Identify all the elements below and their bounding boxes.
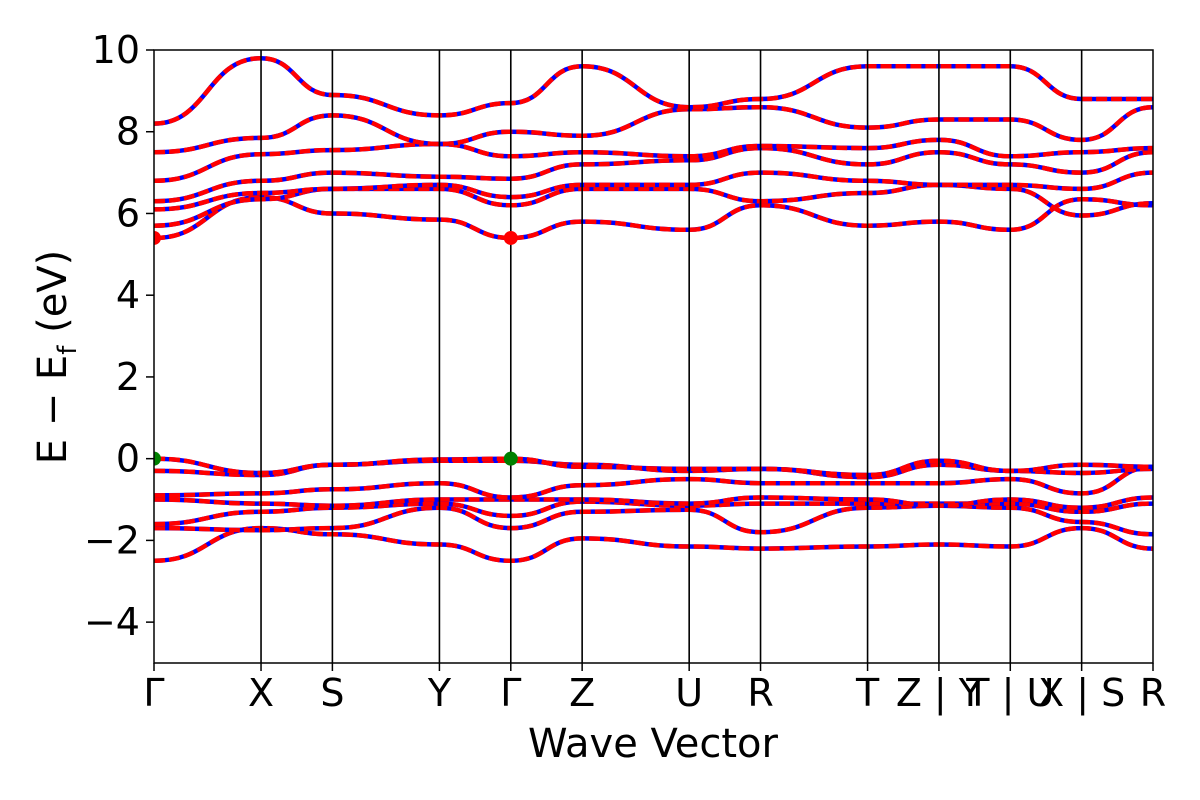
x-tick-label: Z xyxy=(569,671,595,715)
y-tick-label: 4 xyxy=(116,273,140,317)
y-tick-label: 8 xyxy=(116,110,140,154)
extremum-marker xyxy=(154,451,161,466)
y-axis-label: E − Ef (eV) xyxy=(30,250,83,465)
x-tick-label: U xyxy=(675,671,703,715)
bands-layer xyxy=(154,55,1153,564)
x-tick-label: Γ xyxy=(500,671,521,715)
y-axis-label-main: E − E xyxy=(30,355,76,465)
y-tick-label: 2 xyxy=(116,355,140,399)
x-tick-label: X xyxy=(248,671,274,715)
plot-frame xyxy=(153,49,1154,664)
band-8-overlay xyxy=(154,182,1153,228)
y-axis-ticks: −4 −2 0 2 4 6 8 10 xyxy=(84,28,154,644)
y-axis-label-sub: f xyxy=(53,345,83,355)
extremum-marker xyxy=(154,230,161,245)
extremum-marker xyxy=(503,230,518,245)
y-tick-label: −4 xyxy=(84,600,140,644)
x-axis-label: Wave Vector xyxy=(528,721,779,767)
band-12-overlay xyxy=(154,104,1153,155)
y-axis-label-unit: (eV) xyxy=(30,250,76,346)
x-tick-label: Y xyxy=(427,671,452,715)
kpoint-lines xyxy=(260,50,1083,663)
extremum-marker xyxy=(503,451,518,466)
x-tick-label: T xyxy=(855,671,880,715)
x-tick-label: R xyxy=(747,671,773,715)
y-tick-label: −2 xyxy=(84,518,140,562)
x-tick-label: Γ xyxy=(143,671,164,715)
y-tick-label: 6 xyxy=(116,191,140,235)
y-tick-label: 10 xyxy=(92,28,140,72)
x-tick-label: X | S xyxy=(1038,671,1125,716)
band-7-overlay xyxy=(154,194,1153,241)
extrema-markers xyxy=(154,230,518,466)
x-tick-label: Z | Y xyxy=(896,671,983,716)
y-tick-label: 0 xyxy=(116,437,140,481)
band-0-overlay xyxy=(154,525,1153,564)
x-tick-label: R xyxy=(1140,671,1166,715)
band-6-overlay xyxy=(154,456,1153,478)
band-13-overlay xyxy=(154,55,1153,126)
x-tick-label: T | U xyxy=(965,671,1054,716)
x-tick-label: S xyxy=(320,671,344,715)
